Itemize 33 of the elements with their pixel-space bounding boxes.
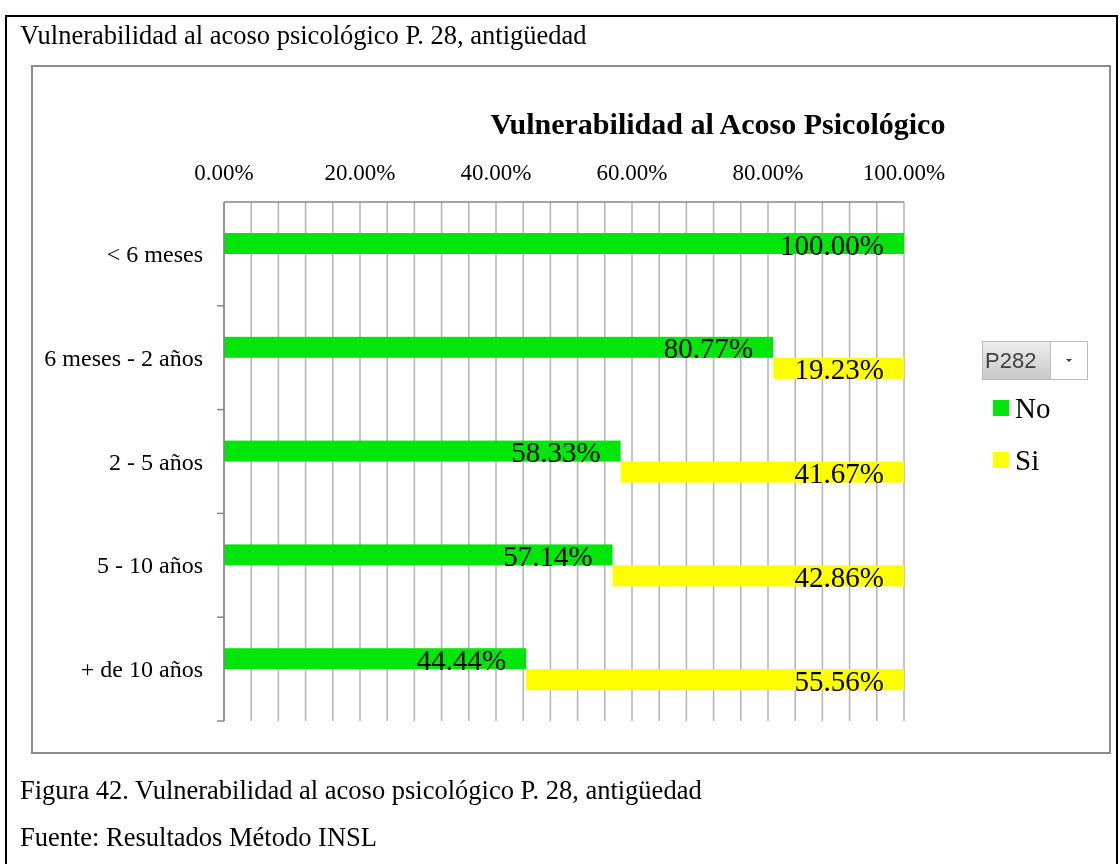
legend-title: P282 xyxy=(985,347,1037,374)
x-tick-label: 20.00% xyxy=(324,160,396,185)
y-tick-label: 5 - 10 años xyxy=(97,552,203,579)
data-label: 41.67% xyxy=(794,457,884,490)
data-label: 19.23% xyxy=(794,353,884,386)
data-label: 58.33% xyxy=(511,436,601,469)
bar xyxy=(224,233,904,254)
bar xyxy=(224,336,774,358)
legend-label: Si xyxy=(1015,444,1040,476)
data-label: 100.00% xyxy=(780,228,884,261)
x-tick-label: 100.00% xyxy=(862,160,946,185)
y-tick-label: + de 10 años xyxy=(80,656,203,683)
data-label: 55.56% xyxy=(794,664,884,697)
data-label: 42.86% xyxy=(794,560,884,593)
bar xyxy=(224,440,621,462)
x-tick-label: 80.00% xyxy=(732,160,804,185)
chart-subtitle: Vulnerabilidad al acoso psicológico P. 28, antigüedad xyxy=(20,20,587,50)
data-label: 80.77% xyxy=(663,332,754,365)
y-tick-label: 6 meses - 2 años xyxy=(44,344,203,371)
legend-label: No xyxy=(1015,392,1051,424)
y-tick-label: 2 - 5 años xyxy=(109,448,203,475)
bar xyxy=(224,544,613,566)
text: Figura 42. Vulnerabilidad al acoso psicológico P. 28, antigüedad xyxy=(20,775,702,805)
field-button: P282 xyxy=(982,341,1051,380)
source-note: Fuente: Resultados Método INSL xyxy=(20,822,377,852)
bar xyxy=(526,669,904,691)
data-label: 57.14% xyxy=(503,539,593,572)
y-tick-label: < 6 meses xyxy=(106,240,203,267)
data-label: 44.44% xyxy=(416,643,507,676)
x-tick-label: 60.00% xyxy=(596,160,668,185)
x-tick-label: 0.00% xyxy=(194,160,254,185)
x-tick-label: 40.00% xyxy=(460,160,532,185)
chart-title: Vulnerabilidad al Acoso Psicológico xyxy=(490,107,946,140)
